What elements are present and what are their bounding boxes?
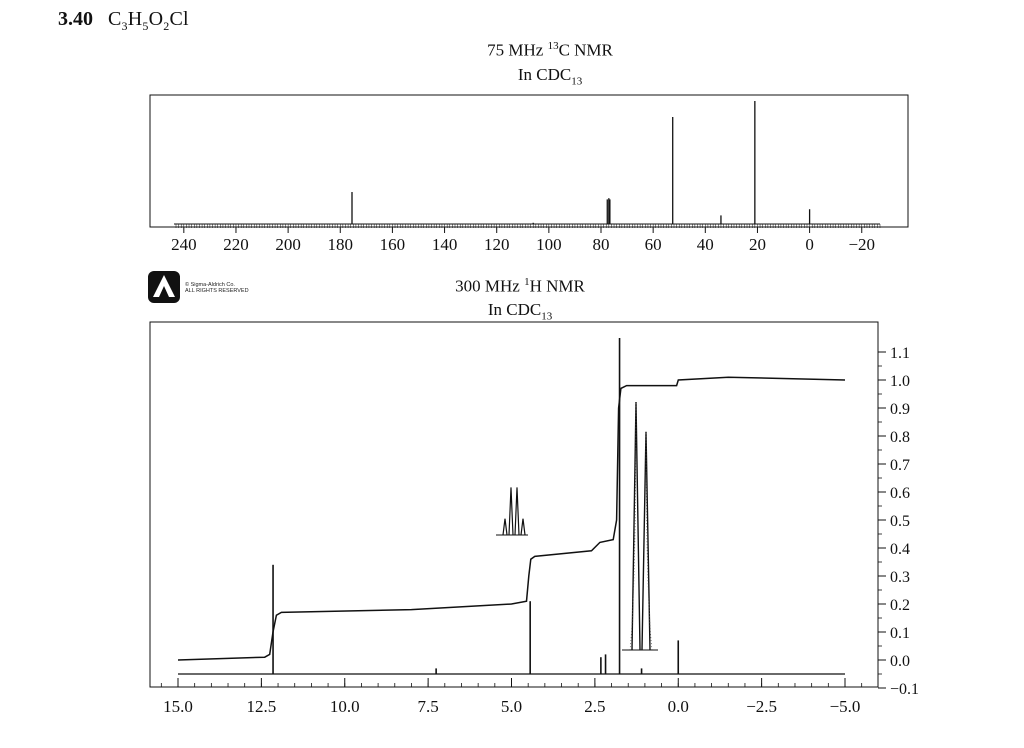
proton-x-tick-label: 0.0 (668, 697, 689, 716)
quartet-inset-peak (508, 487, 514, 536)
carbon-x-tick-label: 120 (484, 235, 510, 254)
proton-y-tick-label: 0.1 (890, 625, 910, 642)
proton-y-tick-label: 0.0 (890, 653, 910, 670)
problem-number: 3.40 (58, 8, 93, 30)
problem-heading: 3.40 C3H5O2Cl (58, 8, 189, 34)
carbon-x-tick-label: 200 (275, 235, 301, 254)
proton-y-tick-label: −0.1 (890, 681, 919, 698)
doublet-inset-peak (641, 431, 651, 651)
carbon-x-tick-label: 60 (645, 235, 662, 254)
proton-x-tick-label: 2.5 (584, 697, 605, 716)
carbon-x-tick-label: −20 (848, 235, 875, 254)
proton-y-tick-label: 0.2 (890, 597, 910, 614)
proton-y-tick-label: 1.0 (890, 373, 910, 390)
proton-x-tick-label: 12.5 (247, 697, 277, 716)
carbon-nmr-title: 75 MHz 13C NMR (487, 40, 613, 60)
proton-nmr-solvent: In CDC13 (487, 300, 553, 323)
proton-x-tick-label: −2.5 (746, 697, 777, 716)
doublet-inset-peak (631, 401, 641, 651)
proton-integral-curve (177, 376, 846, 661)
proton-y-tick-label: 0.9 (890, 401, 910, 418)
proton-nmr-title: 300 MHz 1H NMR (455, 276, 585, 296)
carbon-x-tick-label: 0 (805, 235, 814, 254)
proton-x-tick-label: 7.5 (418, 697, 439, 716)
proton-y-tick-label: 0.7 (890, 457, 910, 474)
carbon-x-tick-label: 100 (536, 235, 562, 254)
molecular-formula: C3H5O2Cl (108, 8, 189, 33)
aldrich-logo-icon (148, 271, 180, 303)
proton-y-tick-label: 0.3 (890, 569, 910, 586)
carbon-x-tick-label: 240 (171, 235, 197, 254)
carbon-nmr-solvent: In CDC13 (517, 65, 583, 88)
carbon-x-tick-label: 180 (328, 235, 354, 254)
proton-x-tick-label: 15.0 (163, 697, 193, 716)
carbon-x-tick-label: 20 (749, 235, 766, 254)
proton-y-tick-label: 0.5 (890, 513, 910, 530)
carbon-x-tick-label: 40 (697, 235, 714, 254)
carbon-x-tick-label: 80 (593, 235, 610, 254)
proton-y-tick-label: 0.4 (890, 541, 910, 558)
quartet-inset-peak (502, 518, 508, 536)
proton-y-tick-label: 0.8 (890, 429, 910, 446)
carbon-x-tick-label: 220 (223, 235, 249, 254)
proton-y-tick-label: 0.6 (890, 485, 910, 502)
proton-x-tick-label: −5.0 (830, 697, 861, 716)
proton-plot-frame (149, 321, 879, 688)
quartet-inset-peak (514, 487, 520, 536)
carbon-x-tick-label: 140 (432, 235, 458, 254)
proton-y-tick-label: 1.1 (890, 345, 910, 362)
copyright-notice: © Sigma-Aldrich Co. ALL RIGHTS RESERVED (185, 282, 249, 294)
proton-x-tick-label: 5.0 (501, 697, 522, 716)
proton-x-tick-label: 10.0 (330, 697, 360, 716)
carbon-plot-frame (149, 94, 909, 228)
carbon-x-tick-label: 160 (380, 235, 406, 254)
doublet-inset-envelope (645, 431, 653, 651)
quartet-inset-peak (520, 518, 526, 536)
